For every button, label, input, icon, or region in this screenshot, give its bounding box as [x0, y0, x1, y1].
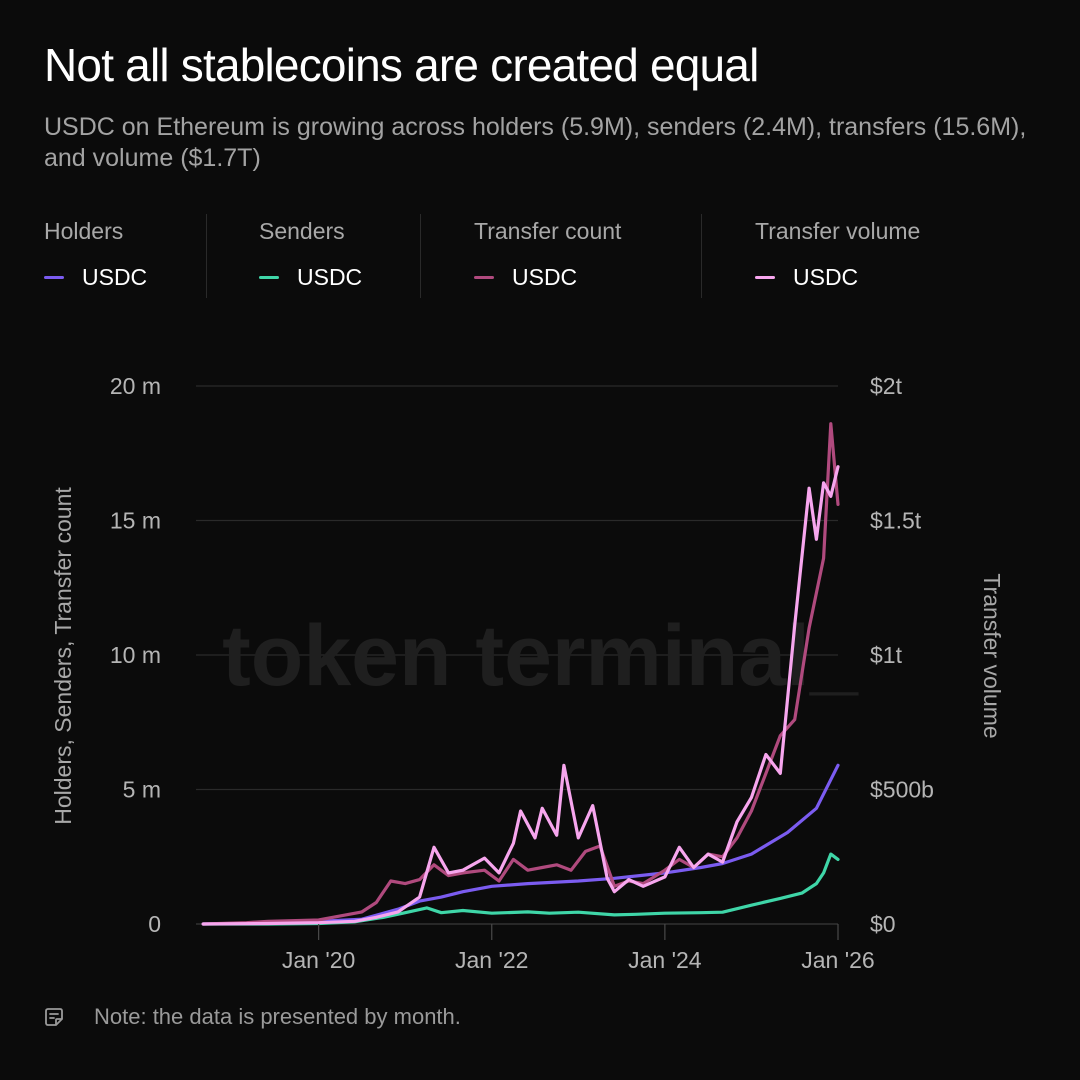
- left-tick-label: 10 m: [110, 642, 161, 668]
- legend-swatch: [474, 276, 494, 279]
- left-tick-label: 20 m: [110, 373, 161, 399]
- right-axis-ticks: $0 $500b $1t $1.5t $2t: [870, 373, 934, 937]
- legend-divider: [420, 214, 421, 298]
- note-text: Note: the data is presented by month.: [94, 1004, 461, 1029]
- left-tick-label: 15 m: [110, 508, 161, 534]
- series-layer: [201, 422, 840, 926]
- right-tick-label: $500b: [870, 777, 934, 803]
- series-line-senders: [201, 852, 840, 926]
- series-line-transfer-volume: [201, 465, 840, 926]
- x-axis-ticks: Jan '20 Jan '22 Jan '24 Jan '26: [282, 924, 875, 973]
- x-tick-label: Jan '22: [455, 947, 528, 973]
- right-tick-label: $1.5t: [870, 508, 922, 534]
- legend-divider: [206, 214, 207, 298]
- legend-swatch: [755, 276, 775, 279]
- footnote: Note: the data is presented by month.: [44, 1004, 461, 1030]
- legend-item: USDC: [474, 264, 577, 291]
- left-axis-ticks: 0 5 m 10 m 15 m 20 m: [110, 373, 161, 937]
- right-tick-label: $1t: [870, 642, 903, 668]
- series-line-transfer-count: [201, 422, 840, 926]
- legend-item: USDC: [755, 264, 858, 291]
- x-tick-label: Jan '26: [801, 947, 874, 973]
- chart-title: Not all stablecoins are created equal: [44, 39, 759, 91]
- watermark: token terminal_: [222, 608, 859, 704]
- legend-divider: [701, 214, 702, 298]
- legend-label: USDC: [297, 264, 363, 290]
- legend-item: USDC: [259, 264, 362, 291]
- legend-heading: Transfer count: [474, 218, 622, 244]
- right-tick-label: $2t: [870, 373, 903, 399]
- legend-label: USDC: [793, 264, 859, 290]
- legend-heading: Senders: [259, 218, 345, 244]
- grid: [196, 385, 838, 925]
- x-tick-label: Jan '20: [282, 947, 355, 973]
- legend-label: USDC: [512, 264, 578, 290]
- legend-label: USDC: [82, 264, 148, 290]
- legend-swatch: [44, 276, 64, 279]
- right-axis-label: Transfer volume: [979, 573, 1005, 738]
- left-tick-label: 5 m: [123, 777, 161, 803]
- legend-heading: Holders: [44, 218, 124, 244]
- left-tick-label: 0: [148, 911, 161, 937]
- x-tick-label: Jan '24: [628, 947, 702, 973]
- line-chart: token terminal_ 0 5 m 10 m 15 m 20 m $0 $500b…: [50, 373, 1005, 973]
- note-icon: [45, 1008, 63, 1026]
- left-axis-label: Holders, Senders, Transfer count: [50, 487, 76, 825]
- right-tick-label: $0: [870, 911, 896, 937]
- legend-swatch: [259, 276, 279, 279]
- legend-item: USDC: [44, 264, 147, 291]
- legend: Holders USDC Senders USDC Transfer count…: [0, 214, 1080, 300]
- chart-subtitle: USDC on Ethereum is growing across holde…: [44, 113, 1027, 172]
- legend-heading: Transfer volume: [755, 218, 921, 244]
